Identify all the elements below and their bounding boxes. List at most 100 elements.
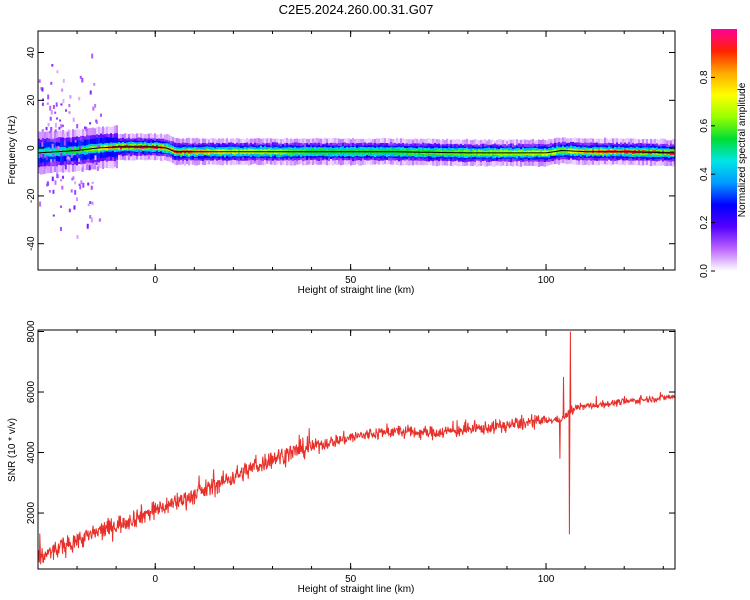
colorbar-tick-label: 0.0	[699, 264, 710, 278]
spectrogram-y-label: Frequency (Hz)	[7, 116, 18, 185]
spectrogram-noise	[51, 64, 54, 67]
spectrogram-noise	[78, 158, 81, 162]
spectrogram-noise	[67, 156, 70, 160]
spectrogram-noise	[50, 81, 53, 85]
spectrogram-noise	[91, 201, 94, 205]
spectrogram-noise	[87, 182, 90, 186]
spectrogram-y-ticks: -40 -20 0 20 40	[26, 47, 675, 251]
chart-title: C2E5.2024.260.00.31.G07	[279, 2, 434, 17]
spectrogram-cell	[164, 146, 166, 149]
spectrogram-noise	[61, 124, 64, 128]
spectrogram-noise	[45, 155, 48, 161]
spectrogram-noise	[93, 83, 96, 86]
spectrogram-noise	[57, 145, 60, 150]
spectrogram-noise	[48, 130, 51, 134]
snr-y-tick-label: 8000	[26, 320, 37, 343]
spectrogram-noise	[52, 105, 55, 109]
colorbar: 0.0 0.2 0.4 0.6 0.8 Normalized spectral ampl…	[699, 29, 748, 278]
spectrogram-noise	[91, 181, 94, 184]
spectrogram-noise	[46, 102, 49, 105]
snr-y-label: SNR (10 * v/v)	[7, 418, 18, 482]
snr-y-ticks: 2000 4000 6000 8000	[26, 320, 675, 524]
spectrogram-noise	[62, 98, 65, 104]
spectrogram-frame	[37, 30, 676, 271]
spectrogram-noise	[89, 131, 92, 136]
spectrogram-noise	[58, 126, 61, 130]
spectrogram-noise	[89, 122, 92, 125]
spectrogram-noise	[52, 189, 55, 194]
spectrogram-noise	[42, 153, 45, 159]
spectrogram-noise	[55, 146, 58, 150]
spectrogram-noise	[84, 126, 87, 130]
spectrogram-x-tick-label: 0	[152, 275, 158, 286]
spectrogram-noise	[60, 205, 63, 208]
colorbar-tick-label: 0.4	[699, 167, 710, 181]
spectrogram-noise	[72, 176, 75, 180]
spectrogram-noise	[56, 173, 59, 179]
spectrogram-panel: 0 50 100 -40 -20 0 20 40 Height of straight li…	[7, 30, 676, 296]
spectrogram-noise	[62, 78, 65, 83]
spectrogram-noise	[51, 143, 54, 149]
snr-x-tick-label: 0	[152, 574, 158, 585]
spectrogram-noise	[47, 122, 50, 127]
spectrogram-noise	[39, 86, 42, 90]
snr-background	[38, 330, 675, 569]
spectrogram-noise	[68, 111, 71, 114]
spectrogram-cell	[454, 152, 456, 155]
spectrogram-x-tick-label: 100	[538, 275, 555, 286]
colorbar-ticks: 0.0 0.2 0.4 0.6 0.8	[699, 70, 715, 278]
spectrogram-noise	[98, 144, 101, 148]
spectrogram-noise	[39, 152, 42, 158]
spectrogram-noise	[89, 201, 92, 204]
spectrogram-noise	[88, 165, 91, 171]
spectrogram-cell	[82, 149, 84, 152]
spectrogram-cell	[170, 147, 172, 151]
spectrogram-noise	[60, 179, 63, 182]
spectrogram-cell	[652, 150, 654, 154]
spectrogram-cell	[178, 151, 180, 154]
spectrogram-noise	[46, 183, 49, 187]
spectrogram-cell	[172, 149, 174, 152]
snr-panel: 0 50 100 2000 4000 6000 8000 Height of straig…	[7, 320, 676, 595]
snr-y-tick-label: 6000	[26, 380, 37, 403]
spectrogram-noise	[91, 186, 94, 189]
spectrogram-noise	[61, 168, 64, 172]
spectrogram-cell	[376, 151, 378, 154]
spectrogram-cell	[608, 149, 610, 153]
spectrogram-noise	[50, 126, 53, 132]
spectrogram-noise	[63, 141, 66, 146]
spectrogram-noise	[76, 153, 79, 158]
spectrogram-noise	[81, 137, 84, 143]
spectrogram-cell	[126, 144, 128, 148]
spectrogram-noise	[45, 126, 48, 131]
spectrogram-noise	[76, 197, 79, 202]
spectrogram-noise	[59, 119, 62, 122]
spectrogram-noise	[94, 103, 97, 108]
spectrogram-noise	[87, 203, 90, 207]
spectrogram-noise	[74, 181, 77, 185]
spectrogram-noise	[38, 79, 41, 83]
spectrogram-noise	[39, 201, 42, 207]
spectrogram-noise	[90, 217, 93, 223]
spectrogram-noise	[72, 117, 75, 122]
spectrogram-noise	[68, 208, 71, 213]
spectrogram-noise	[50, 110, 53, 115]
spectrogram-noise	[54, 180, 57, 185]
spectrogram-noise	[51, 176, 54, 182]
spectrogram-noise	[79, 75, 82, 79]
spectrogram-noise	[64, 164, 67, 170]
spectrogram-noise	[95, 135, 98, 138]
spectrogram-noise	[89, 90, 92, 95]
spectrogram-y-tick-label: 0	[26, 145, 37, 151]
spectrogram-cell	[120, 145, 122, 150]
spectrogram-noise	[79, 185, 82, 190]
spectrogram-noise	[60, 124, 63, 129]
spectrogram-noise	[41, 98, 44, 102]
spectrogram-cell	[414, 151, 416, 155]
spectrogram-noise	[81, 77, 84, 83]
spectrogram-noise	[54, 122, 57, 128]
spectrogram-noise	[70, 137, 73, 143]
spectrogram-y-tick-label: 40	[26, 47, 37, 59]
spectrogram-cell	[552, 151, 554, 155]
